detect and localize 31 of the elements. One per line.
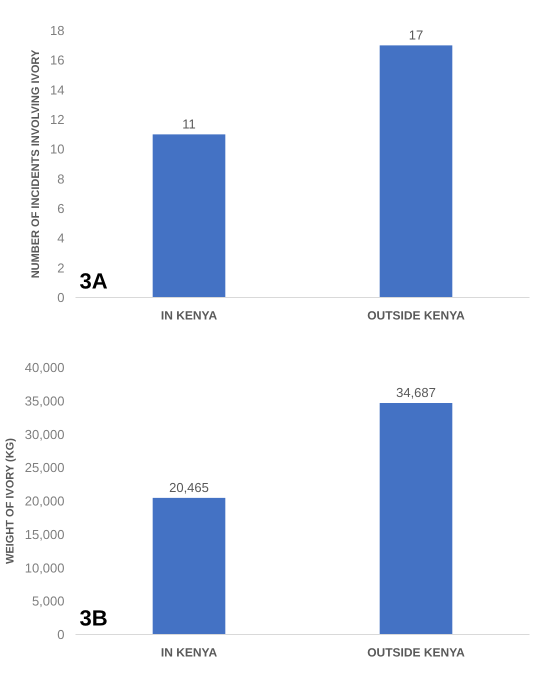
y-axis-title: NUMBER OF INCIDENTS INVOLVING IVORY xyxy=(30,49,42,278)
x-tick-label: OUTSIDE KENYA xyxy=(367,646,466,660)
y-tick-label: 20,000 xyxy=(24,494,65,508)
data-label: 34,687 xyxy=(396,384,436,400)
y-tick-label: 35,000 xyxy=(24,393,65,408)
y-tick-label: 18 xyxy=(50,23,65,38)
y-tick-label: 10 xyxy=(50,142,65,157)
x-tick-label: IN KENYA xyxy=(160,646,218,660)
y-tick-label: 10,000 xyxy=(24,560,65,576)
y-tick-label: 5,000 xyxy=(32,594,65,609)
y-tick-label: 30,000 xyxy=(24,426,65,442)
y-tick-label: 16 xyxy=(50,52,65,68)
y-tick-label: 8 xyxy=(57,171,65,186)
data-label: 11 xyxy=(182,116,196,132)
y-tick-label: 15,000 xyxy=(24,526,65,542)
annotation: 3B xyxy=(80,606,108,630)
y-tick-label: 0 xyxy=(57,290,65,305)
y-tick-label: 14 xyxy=(50,82,65,98)
annotation: 3A xyxy=(80,268,108,294)
y-tick-label: 4 xyxy=(57,230,65,246)
y-tick-label: 0 xyxy=(57,627,65,642)
data-label: 17 xyxy=(408,27,424,42)
x-tick-label: IN KENYA xyxy=(160,308,218,322)
y-tick-label: 25,000 xyxy=(24,460,65,476)
y-tick-label: 12 xyxy=(50,112,65,127)
data-label: 20,465 xyxy=(169,480,209,495)
y-tick-label: 6 xyxy=(57,201,65,216)
y-tick-label: 2 xyxy=(57,260,65,276)
x-tick-label: OUTSIDE KENYA xyxy=(367,308,466,322)
y-axis-title: WEIGHT OF IVORY (KG) xyxy=(4,438,17,564)
y-tick-label: 40,000 xyxy=(24,360,65,375)
